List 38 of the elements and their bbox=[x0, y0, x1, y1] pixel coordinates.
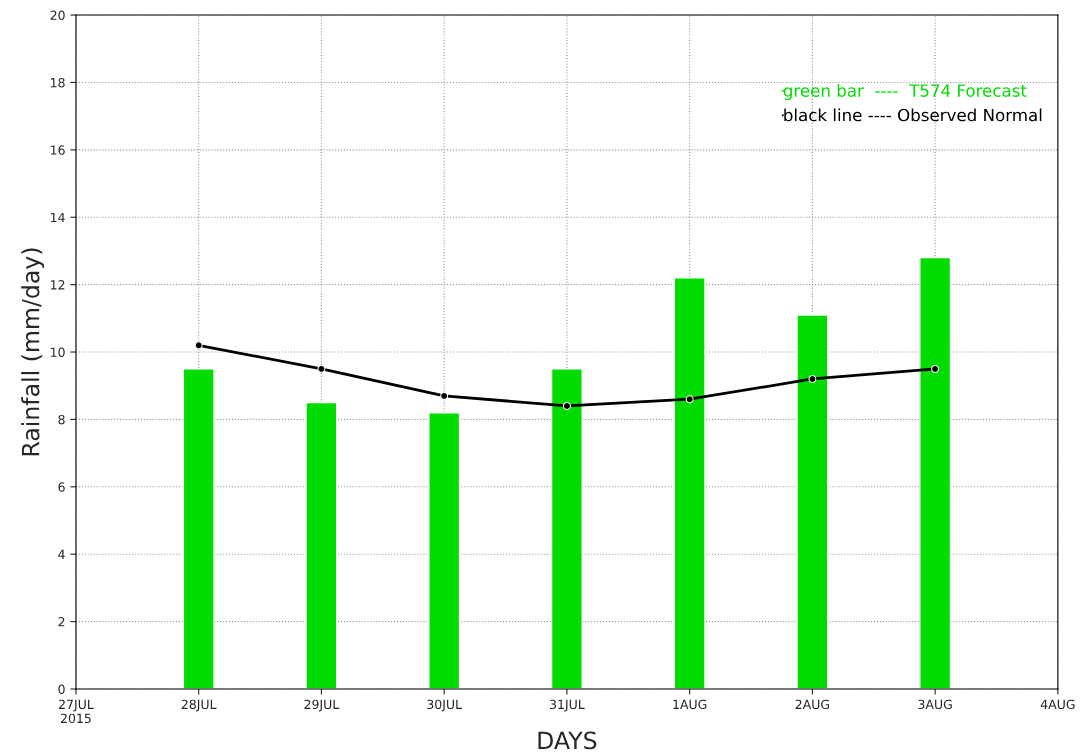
legend-label: black line ---- Observed Normal bbox=[784, 108, 1042, 122]
y-tick-label: 10 bbox=[51, 347, 65, 357]
x-tick-label: 29JUL bbox=[304, 699, 340, 712]
y-axis-title: Rainfall (mm/day) bbox=[21, 248, 45, 456]
bar bbox=[919, 256, 952, 689]
x-tick-label: 30JUL bbox=[427, 699, 462, 712]
y-tick-label: 2 bbox=[58, 617, 65, 627]
x-tick-label: 4AUG bbox=[1040, 699, 1075, 710]
point bbox=[562, 401, 571, 410]
bar bbox=[428, 411, 461, 689]
x-tick-label: 28JUL bbox=[181, 699, 217, 712]
point bbox=[317, 364, 326, 373]
x-tick-label: 3AUG bbox=[918, 699, 952, 710]
y-tick-label: 12 bbox=[51, 280, 65, 290]
legend-label: green bar ---- T574 Forecast bbox=[783, 83, 1027, 101]
y-tick-label: 18 bbox=[51, 77, 65, 88]
x-axis-title: DAYS bbox=[538, 731, 597, 750]
point bbox=[440, 391, 449, 400]
y-tick-label: 6 bbox=[58, 482, 65, 492]
bar bbox=[673, 277, 706, 689]
y-tick-label: 20 bbox=[50, 10, 65, 20]
y-tick-label: 4 bbox=[58, 549, 65, 559]
bar bbox=[796, 314, 829, 689]
y-tick-label: 8 bbox=[58, 414, 65, 425]
y-tick-label: 16 bbox=[51, 145, 65, 155]
x-tick-label: 1AUG bbox=[673, 699, 707, 710]
point bbox=[931, 364, 940, 373]
bar bbox=[550, 368, 583, 689]
point bbox=[194, 341, 203, 350]
y-tick-label: 0 bbox=[58, 684, 65, 694]
x-tick-label: 27JUL 2015 bbox=[59, 699, 94, 724]
bar bbox=[305, 401, 338, 689]
bar bbox=[182, 368, 215, 689]
point bbox=[685, 395, 694, 404]
x-tick-label: 31JUL bbox=[550, 699, 585, 712]
point bbox=[808, 374, 817, 383]
y-tick-label: 14 bbox=[51, 212, 65, 222]
x-tick-label: 2AUG bbox=[795, 699, 830, 710]
